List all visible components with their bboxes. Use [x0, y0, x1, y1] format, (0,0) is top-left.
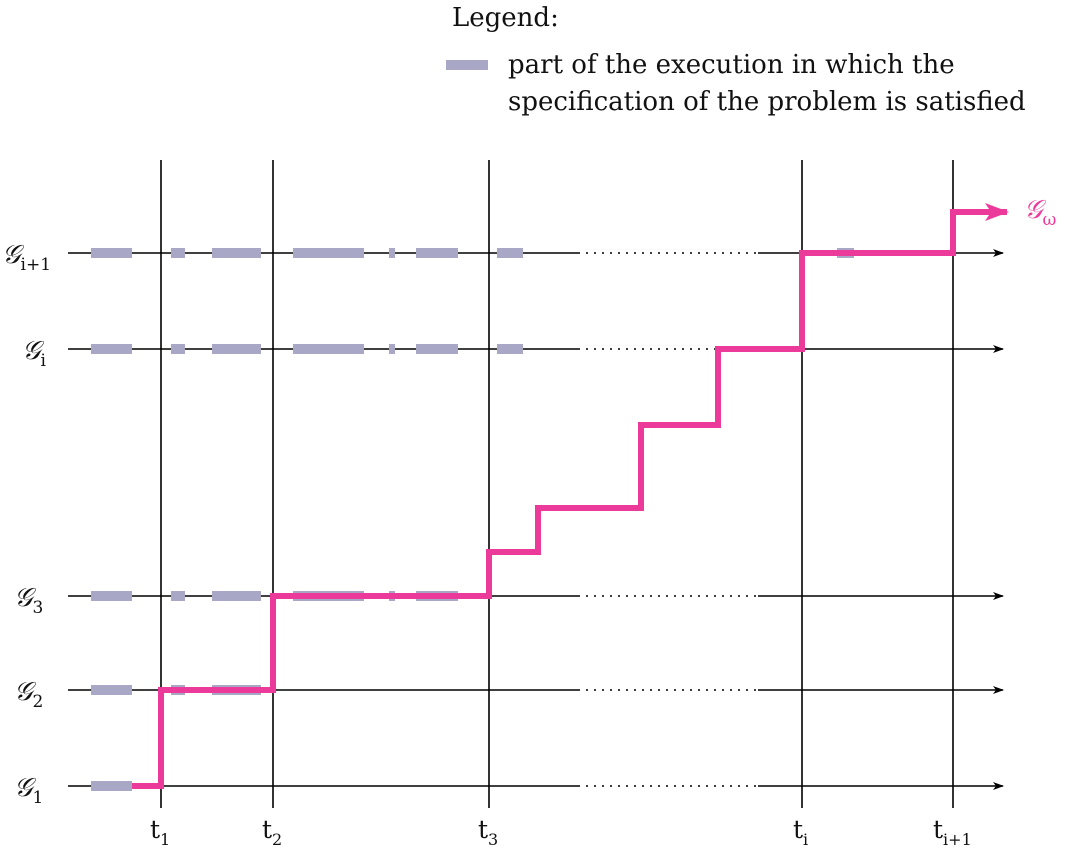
satisfied-segment: [91, 781, 132, 791]
satisfied-segment: [212, 344, 261, 354]
satisfied-segment: [171, 591, 185, 601]
graph-labels: 𝒢1 𝒢2 𝒢3 𝒢i 𝒢i+1: [2, 240, 51, 808]
satisfied-segment: [293, 344, 364, 354]
legend-title: Legend:: [452, 3, 559, 33]
execution-path-line: [132, 212, 956, 789]
limit-label-gomega: 𝒢ω: [1024, 195, 1057, 230]
time-label-t2: t2: [262, 815, 282, 849]
execution-path: [132, 203, 1009, 789]
satisfied-segment: [91, 248, 132, 258]
satisfied-segment: [389, 344, 395, 354]
satisfied-segment: [416, 248, 458, 258]
time-label-t3: t3: [478, 815, 498, 849]
satisfied-segment: [389, 248, 395, 258]
graph-label-g1: 𝒢1: [14, 773, 43, 808]
satisfied-segment: [497, 344, 523, 354]
graph-label-gi: 𝒢i: [22, 336, 47, 371]
satisfied-segment: [212, 591, 261, 601]
satisfied-segment: [91, 344, 132, 354]
satisfied-segment: [416, 344, 458, 354]
legend-item-line1: part of the execution in which the: [508, 50, 955, 80]
satisfied-segment: [171, 344, 185, 354]
legend-swatch: [446, 60, 488, 70]
satisfied-segment: [91, 685, 132, 695]
time-label-t1: t1: [150, 815, 170, 849]
graph-label-g3: 𝒢3: [14, 583, 43, 618]
satisfied-segment: [497, 248, 523, 258]
graph-label-gi1: 𝒢i+1: [2, 240, 51, 275]
time-labels: t1 t2 t3 ti ti+1: [150, 815, 972, 849]
satisfied-segment: [212, 248, 261, 258]
legend-item-line2: specification of the problem is satisfie…: [508, 87, 1026, 117]
time-label-ti: ti: [793, 815, 808, 849]
satisfied-segment: [171, 248, 185, 258]
satisfied-segment: [293, 248, 364, 258]
time-label-ti1: ti+1: [933, 815, 972, 849]
time-lines: [160, 160, 954, 808]
satisfied-segments: [91, 248, 854, 791]
graph-label-g2: 𝒢2: [14, 677, 43, 712]
legend: Legend: part of the execution in which t…: [446, 3, 1026, 117]
satisfied-segment: [91, 591, 132, 601]
